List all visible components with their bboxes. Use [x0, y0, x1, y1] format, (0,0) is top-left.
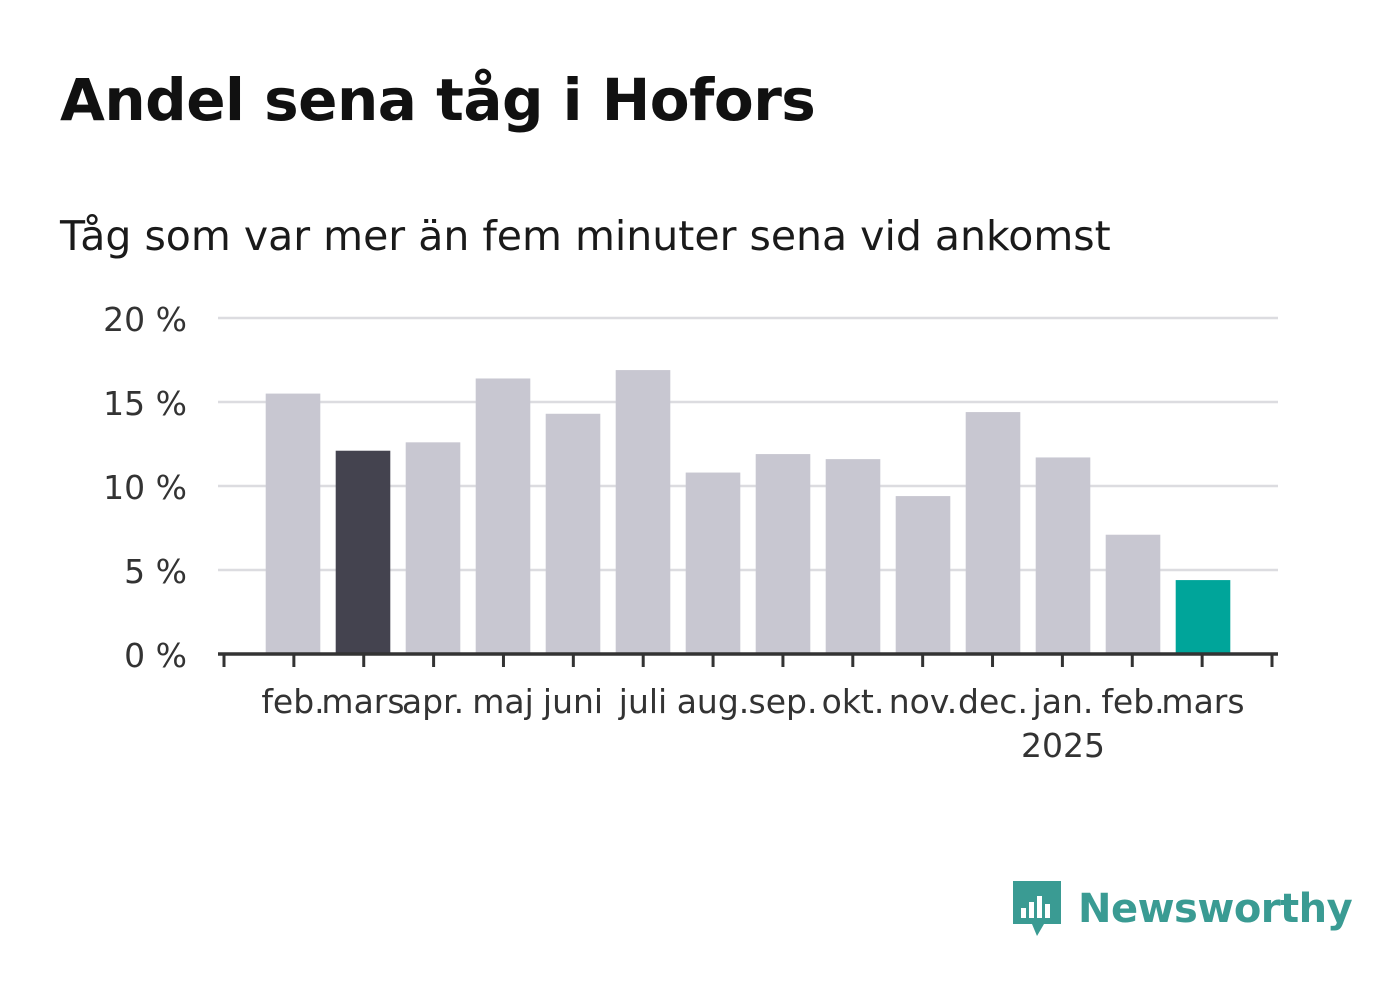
x-tick-label: feb.: [1101, 682, 1164, 721]
y-tick-label: 15 %: [103, 384, 187, 423]
x-tick-label: dec.: [958, 682, 1028, 721]
chart-title: Andel sena tåg i Hofors: [60, 66, 816, 134]
x-tick-label: apr.: [402, 682, 464, 721]
newsworthy-logo: Newsworthy: [1010, 878, 1353, 940]
chart-subtitle: Tåg som var mer än fem minuter sena vid …: [60, 212, 1111, 260]
bar: [1035, 457, 1091, 654]
x-tick-label: juli: [618, 682, 667, 721]
bar: [685, 472, 741, 654]
y-tick-label: 10 %: [103, 468, 187, 507]
bar: [545, 413, 601, 654]
bar: [335, 450, 391, 654]
bar: [265, 393, 321, 654]
bar: [965, 412, 1021, 654]
grid-lines: [218, 316, 1278, 572]
bar: [825, 459, 881, 654]
y-tick-label: 20 %: [103, 300, 187, 339]
y-axis: 0 % 5 % 10 % 15 % 20 %: [103, 300, 187, 675]
y-tick-label: 5 %: [124, 552, 187, 591]
x-tick-label: juni: [542, 682, 603, 721]
bar: [755, 454, 811, 654]
bar: [1105, 534, 1161, 654]
newsworthy-chart-bubble-icon: [1013, 881, 1061, 936]
x-tick-label: sep.: [749, 682, 818, 721]
logo-text: Newsworthy: [1078, 886, 1353, 932]
x-tick-label: nov.: [889, 682, 958, 721]
x-tick-label: okt.: [822, 682, 885, 721]
x-tick-label: aug.: [677, 682, 750, 721]
x-tick-label: mars: [321, 682, 404, 721]
bar: [475, 378, 531, 654]
x-tick-label: maj: [472, 682, 534, 721]
x-tick-label: mars: [1161, 682, 1244, 721]
x-tick-label: jan.: [1032, 682, 1094, 721]
bar: [1175, 580, 1231, 654]
bars: [265, 370, 1231, 654]
x-tick-label: feb.: [261, 682, 324, 721]
y-tick-label: 0 %: [124, 636, 187, 675]
bar: [895, 496, 951, 654]
x-year-label: 2025: [1021, 726, 1105, 765]
bar: [405, 442, 461, 654]
bar: [615, 370, 671, 654]
